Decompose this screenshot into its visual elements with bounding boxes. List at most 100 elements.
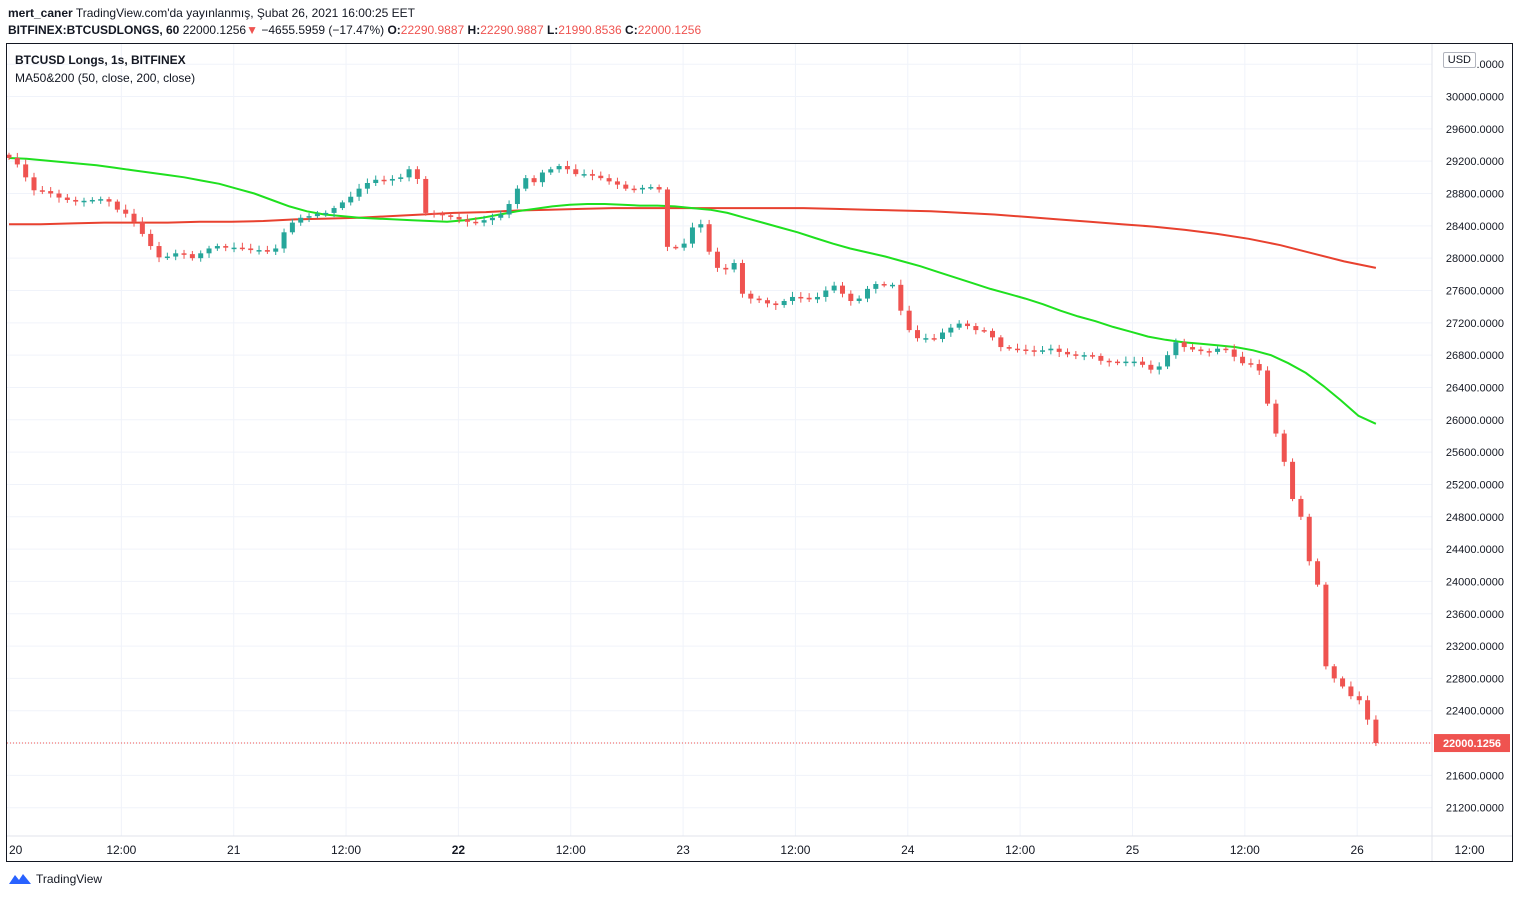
candle-body <box>923 338 929 340</box>
footer: TradingView <box>8 872 102 886</box>
candle-body <box>781 300 787 306</box>
y-tick-label: 22400.0000 <box>1446 706 1504 718</box>
candle-body <box>181 253 187 255</box>
candle-body <box>98 199 104 201</box>
candle-body <box>356 188 362 197</box>
candle-body <box>48 191 54 194</box>
y-tick-label: 29600.0000 <box>1446 124 1504 136</box>
candle-body <box>673 246 679 249</box>
low-label: L: <box>546 23 559 37</box>
candle-body <box>323 212 329 215</box>
candle-body <box>214 246 220 249</box>
candle-body <box>1331 666 1337 679</box>
candle-body <box>889 284 895 287</box>
candle-body <box>148 233 154 247</box>
y-tick-label: 27200.0000 <box>1446 318 1504 330</box>
candle-body <box>439 213 445 216</box>
candle-body <box>1290 461 1296 499</box>
candle-body <box>748 293 754 299</box>
grid-layer <box>7 44 1432 836</box>
candle-body <box>764 300 770 304</box>
y-tick-label: 24800.0000 <box>1446 512 1504 524</box>
legend-indicator[interactable]: MA50&200 (50, close, 200, close) <box>15 71 196 85</box>
candle-body <box>598 175 604 179</box>
candle-body <box>706 224 712 252</box>
candle-body <box>273 248 279 252</box>
candle-body <box>631 188 637 191</box>
y-tick-label: 26000.0000 <box>1446 415 1504 427</box>
candle-body <box>406 169 412 178</box>
candle-body <box>89 199 95 202</box>
chart-frame[interactable]: 21200.000021600.000022000.000022400.0000… <box>6 43 1513 862</box>
candle-body <box>1181 342 1187 348</box>
x-tick-label: 23 <box>676 843 690 857</box>
y-tick-label: 24000.0000 <box>1446 576 1504 588</box>
candle-body <box>1340 678 1346 687</box>
x-tick-label: 22 <box>452 843 466 857</box>
x-tick-label: 21 <box>227 843 241 857</box>
candle-body <box>189 254 195 259</box>
candle-body <box>1315 561 1321 585</box>
candle-body <box>623 184 629 189</box>
candle-body <box>506 204 512 215</box>
ma50-line <box>8 157 1377 425</box>
candle-body <box>1098 355 1104 361</box>
y-tick-label: 28400.0000 <box>1446 221 1504 233</box>
candle-body <box>498 214 504 218</box>
candle-body <box>1131 361 1137 364</box>
candle-body <box>1215 348 1221 352</box>
low-value: 21990.8536 <box>558 23 622 37</box>
candle-body <box>464 219 470 222</box>
candle-body <box>14 157 20 165</box>
y-tick-label: 29200.0000 <box>1446 156 1504 168</box>
x-tick-label: 20 <box>9 843 23 857</box>
candle-body <box>1281 433 1287 462</box>
candle-body <box>298 217 304 223</box>
candle-layer <box>7 152 1379 747</box>
candle-body <box>1231 349 1237 357</box>
candle-body <box>73 199 79 202</box>
candle-body <box>1140 361 1146 365</box>
candle-body <box>198 253 204 259</box>
high-label: H: <box>467 23 481 37</box>
currency-badge[interactable]: USD <box>1442 52 1476 68</box>
candle-body <box>1148 364 1154 370</box>
candle-body <box>1256 364 1262 371</box>
close-label: C: <box>625 23 638 37</box>
y-tick-label: 23200.0000 <box>1446 641 1504 653</box>
candle-body <box>139 221 145 234</box>
y-tick-label: 28800.0000 <box>1446 189 1504 201</box>
candle-body <box>339 202 345 209</box>
candle-body <box>1065 351 1071 355</box>
candle-body <box>1206 351 1212 353</box>
legend-title[interactable]: BTCUSD Longs, 1s, BITFINEX <box>15 53 186 67</box>
candlestick-chart[interactable]: 21200.000021600.000022000.000022400.0000… <box>7 44 1513 862</box>
candle-body <box>1348 686 1354 697</box>
candle-body <box>823 290 829 297</box>
candle-body <box>81 200 87 203</box>
candle-body <box>564 166 570 170</box>
candle-body <box>239 247 245 250</box>
candle-body <box>373 179 379 184</box>
candle-body <box>448 215 454 217</box>
candle-body <box>814 296 820 300</box>
candle-body <box>956 323 962 328</box>
candle-body <box>848 293 854 301</box>
author-name[interactable]: mert_caner <box>8 6 73 20</box>
candle-body <box>314 213 320 217</box>
open-label: O: <box>387 23 401 37</box>
candle-body <box>414 169 420 179</box>
last-price: 22000.1256 <box>182 23 247 37</box>
candle-body <box>981 330 987 332</box>
candle-body <box>1023 349 1029 351</box>
candle-body <box>1156 366 1162 370</box>
candle-body <box>31 177 37 191</box>
x-tick-label: 12:00 <box>106 843 136 857</box>
candle-body <box>573 169 579 175</box>
candle-body <box>1031 350 1037 352</box>
candle-body <box>723 267 729 270</box>
candle-body <box>548 169 554 173</box>
down-arrow-icon: ▼ <box>246 23 258 37</box>
candle-body <box>1323 584 1329 667</box>
candle-body <box>648 187 654 189</box>
